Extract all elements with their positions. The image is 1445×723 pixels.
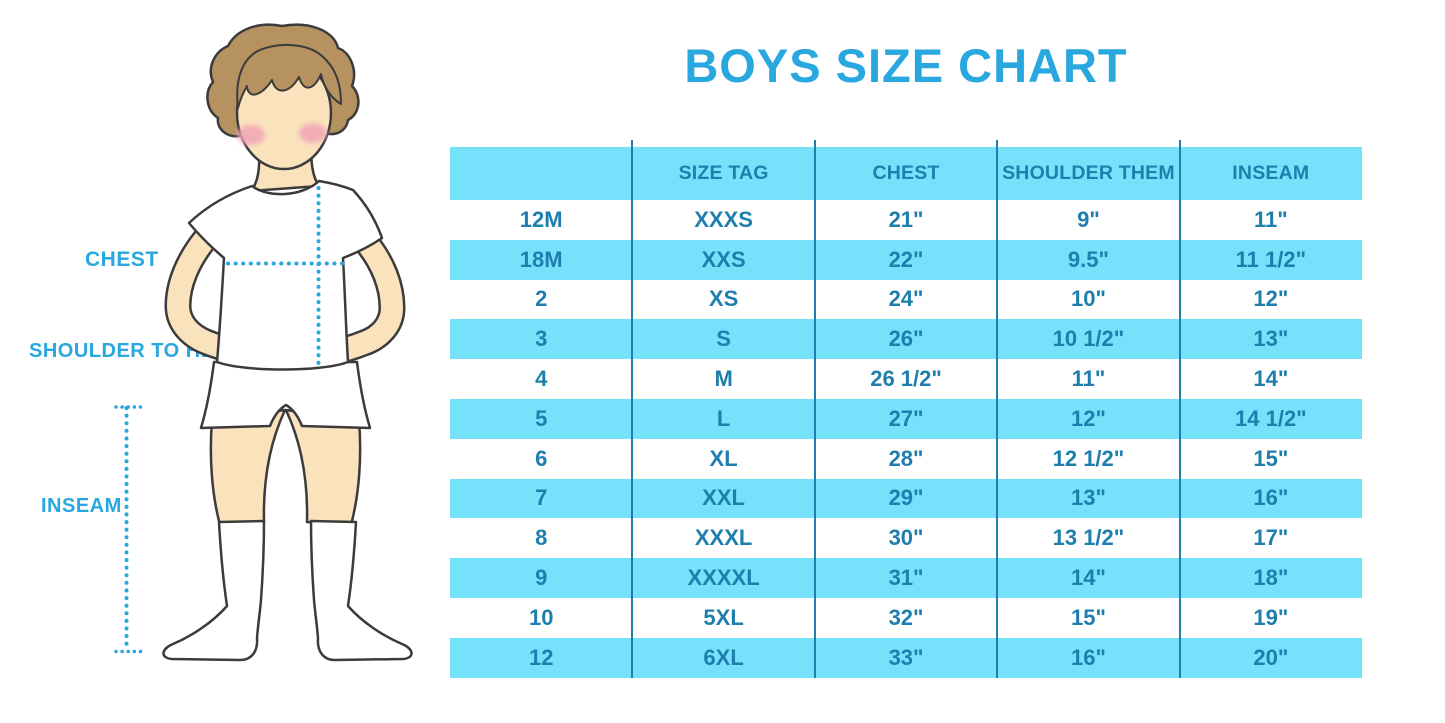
table-cell: 14" [1070, 565, 1106, 591]
column-separator [813, 140, 816, 678]
header-cell: INSEAM [1232, 162, 1310, 184]
table-cell: XXXL [694, 525, 753, 551]
table-cell: 18" [1253, 565, 1289, 591]
table-cell: 20" [1253, 644, 1289, 670]
table-cell: 26 1/2" [870, 366, 942, 392]
table-cell: 13" [1070, 485, 1106, 511]
table-cell: L [716, 405, 731, 431]
column-separator [1178, 140, 1181, 678]
table-row: 3 S 26" 10 1/2" 13" [450, 319, 1362, 360]
table-cell: 10 [528, 604, 554, 630]
boy-illustration [114, 23, 413, 662]
table-cell: M [714, 366, 733, 392]
table-cell: 19" [1253, 604, 1289, 630]
page-title: BOYS SIZE CHART [684, 39, 1128, 92]
table-cell: 10" [1070, 286, 1106, 312]
table-cell: XS [708, 286, 739, 312]
table-cell: 5 [535, 405, 548, 431]
table-row: 2 XS 24" 10" 12" [450, 280, 1362, 320]
leg-right [284, 408, 362, 527]
table-row: 5 L 27" 12" 14 1/2" [450, 398, 1362, 439]
table-cell: 15" [1070, 604, 1106, 630]
cheek-left [237, 125, 265, 145]
table-cell: 17" [1253, 525, 1289, 551]
sock-left [162, 519, 266, 662]
column-separator [631, 140, 634, 678]
table-cell: 12" [1070, 405, 1106, 431]
table-cell: 12 1/2" [1052, 445, 1125, 471]
table-cell: S [716, 326, 731, 352]
table-cell: 33" [888, 644, 924, 670]
table-row: 12 6XL 33" 16" 20" [450, 637, 1362, 678]
shorts [199, 360, 372, 430]
table-row: 10 5XL 32" 15" 19" [450, 598, 1362, 638]
table-cell: 32" [888, 604, 924, 630]
shoulder-to-hem-label: SHOULDER TO HEM [29, 340, 232, 362]
chest-label: CHEST [85, 248, 159, 271]
table-row: 6 XL 28" 12 1/2" 15" [450, 439, 1362, 479]
table-cell: 16" [1070, 644, 1106, 670]
table-cell: 14 1/2" [1235, 405, 1307, 431]
table-cell: 4 [535, 366, 548, 392]
table-header-row: SIZE TAG CHEST SHOULDER THEM INSEAM [450, 147, 1362, 200]
table-cell: 24" [888, 286, 924, 312]
table-cell: 12" [1253, 286, 1289, 312]
column-separator [996, 140, 999, 678]
table-cell: 11 1/2" [1235, 246, 1307, 272]
table-cell: 28" [888, 445, 924, 471]
table-row: 18M XXS 22" 9.5" 11 1/2" [450, 239, 1362, 280]
table-cell: 3 [535, 326, 548, 352]
table-row: 9 XXXXL 31" 14" 18" [450, 558, 1362, 598]
table-cell: 29" [888, 485, 924, 511]
table-cell: 16" [1253, 485, 1289, 511]
table-cell: 6XL [703, 644, 744, 670]
table-cell: XXXXL [687, 565, 760, 591]
size-table: SIZE TAG CHEST SHOULDER THEM INSEAM 12M XXXS 2… [450, 140, 1362, 678]
table-cell: XXS [701, 246, 746, 272]
table-cell: 31" [888, 565, 924, 591]
header-cell [450, 147, 632, 200]
arm-right [323, 231, 404, 363]
table-cell: 12 [528, 644, 554, 670]
table-row: 12M XXXS 21" 9" 11" [450, 200, 1362, 240]
header-cell: SHOULDER THEM [1002, 162, 1175, 184]
table-row: 8 XXXL 30" 13 1/2" 17" [450, 518, 1362, 558]
table-cell: 12M [519, 206, 563, 232]
table-cell: 14" [1253, 366, 1289, 392]
header-cell: CHEST [872, 162, 940, 184]
table-cell: 7 [535, 485, 548, 511]
table-cell: 5XL [703, 604, 744, 630]
table-cell: 13" [1253, 326, 1289, 352]
table-cell: 18M [519, 246, 563, 272]
table-cell: 9.5" [1067, 246, 1109, 272]
table-cell: 22" [888, 246, 924, 272]
table-cell: 9" [1077, 206, 1100, 232]
table-cell: XXL [702, 485, 745, 511]
header-cell: SIZE TAG [678, 162, 769, 184]
table-cell: 21" [888, 206, 924, 232]
table-cell: 30" [888, 525, 924, 551]
table-cell: 26" [888, 326, 924, 352]
table-cell: 9 [535, 565, 548, 591]
table-cell: XL [709, 445, 738, 471]
sock-right [309, 519, 413, 662]
table-row: 4 M 26 1/2" 11" 14" [450, 359, 1362, 399]
cheek-right [299, 123, 327, 143]
table-row: 7 XXL 29" 13" 16" [450, 478, 1362, 519]
hair-fringe [236, 43, 342, 109]
table-cell: 27" [888, 405, 924, 431]
t-shirt [187, 179, 384, 371]
table-cell: 11" [1071, 366, 1106, 392]
table-cell: 15" [1253, 445, 1289, 471]
table-cell: 2 [535, 286, 548, 312]
table-cell: 8 [535, 525, 548, 551]
table-cell: 10 1/2" [1052, 326, 1125, 352]
table-cell: XXXS [694, 206, 753, 232]
inseam-label: INSEAM [41, 495, 122, 517]
table-cell: 11" [1253, 206, 1288, 232]
table-cell: 13 1/2" [1052, 525, 1125, 551]
table-cell: 6 [535, 445, 548, 471]
